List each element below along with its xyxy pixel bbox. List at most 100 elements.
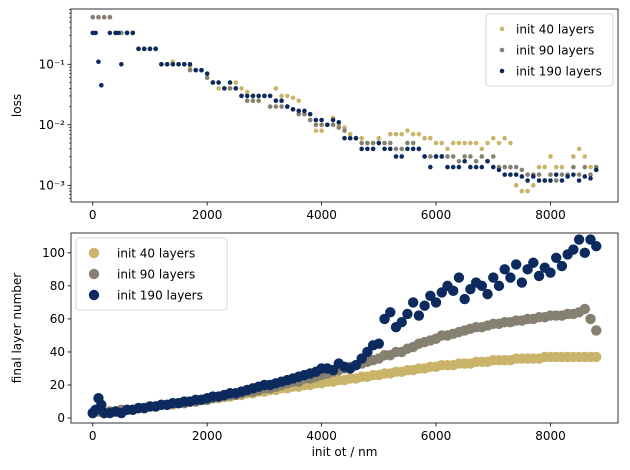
data-point [510, 259, 522, 270]
legend-box-1 [485, 13, 614, 87]
legend-label: init 90 layers [516, 44, 594, 58]
data-point [373, 338, 385, 349]
data-point [513, 172, 519, 177]
legend-marker [499, 26, 505, 32]
x-tick-label: 0 [89, 429, 97, 443]
data-point [502, 164, 508, 170]
data-point [290, 95, 296, 101]
data-point [531, 183, 536, 188]
data-point [473, 164, 479, 170]
data-point [407, 297, 419, 308]
data-point [450, 154, 456, 159]
data-point [422, 154, 427, 159]
data-point [490, 154, 496, 159]
y-tick-label: 10⁻² [39, 118, 66, 132]
data-point [330, 117, 336, 123]
data-point [433, 154, 439, 159]
data-point [136, 46, 141, 52]
data-point [591, 351, 602, 363]
data-point [413, 310, 425, 321]
data-point [250, 98, 256, 104]
data-point [548, 178, 553, 183]
y-tick-label: 0 [57, 411, 65, 425]
data-point [147, 46, 153, 52]
data-point [536, 164, 542, 170]
data-point [296, 98, 302, 104]
data-point [284, 104, 290, 109]
data-point [256, 98, 261, 104]
data-point [365, 140, 370, 146]
data-point [99, 82, 104, 88]
data-point [519, 174, 525, 179]
data-point [399, 154, 405, 159]
data-point [370, 146, 376, 152]
data-point [448, 285, 459, 297]
data-point [439, 154, 445, 159]
plot-area-2 [87, 234, 602, 419]
data-point [302, 108, 307, 114]
data-point [428, 135, 433, 141]
data-point [402, 308, 413, 320]
x-tick-label: 8000 [535, 208, 566, 222]
data-point [279, 93, 284, 99]
data-point [591, 325, 602, 336]
axes-frame-2 [70, 232, 619, 424]
data-point [216, 80, 221, 85]
data-point [376, 135, 382, 141]
data-point [204, 75, 210, 81]
data-point [473, 158, 479, 164]
data-point [482, 288, 493, 300]
data-point [262, 93, 267, 99]
data-point [124, 30, 130, 36]
data-point [153, 46, 158, 52]
data-point [553, 178, 559, 183]
data-point [453, 272, 465, 283]
data-point [582, 154, 588, 159]
data-point [568, 244, 579, 255]
x-tick-label: 2000 [192, 429, 223, 443]
data-point [502, 172, 508, 177]
data-point [342, 128, 347, 133]
data-point [359, 135, 364, 141]
data-point [119, 62, 124, 67]
data-point [488, 272, 499, 283]
data-point [96, 14, 101, 20]
x-tick-label: 4000 [306, 429, 337, 443]
data-point [462, 154, 467, 159]
legend-label: init 90 layers [117, 268, 195, 282]
data-point [450, 140, 456, 146]
data-point [502, 135, 508, 141]
data-point [284, 93, 290, 99]
data-point [204, 71, 210, 76]
data-point [468, 140, 473, 146]
data-point [365, 146, 370, 152]
y-tick-label: 100 [42, 246, 65, 260]
data-point [479, 164, 485, 170]
data-point [410, 140, 416, 146]
data-point [513, 164, 519, 170]
data-point [579, 303, 591, 315]
data-point [553, 172, 559, 177]
data-point [485, 158, 490, 164]
data-point [96, 399, 107, 411]
data-point [456, 164, 462, 170]
data-point [187, 67, 193, 73]
data-point [559, 178, 565, 183]
data-point [508, 172, 513, 177]
data-point [533, 270, 545, 282]
data-point [101, 14, 107, 20]
data-point [576, 172, 582, 177]
data-point [399, 146, 405, 152]
data-point [508, 164, 513, 170]
data-point [187, 62, 193, 67]
data-point [559, 172, 565, 177]
x-tick-label: 4000 [306, 208, 337, 222]
data-point [528, 257, 539, 268]
data-point [387, 146, 393, 152]
data-point [573, 234, 585, 245]
data-point [273, 104, 279, 109]
data-point [141, 46, 147, 52]
data-point [170, 62, 176, 67]
data-point [302, 111, 307, 117]
